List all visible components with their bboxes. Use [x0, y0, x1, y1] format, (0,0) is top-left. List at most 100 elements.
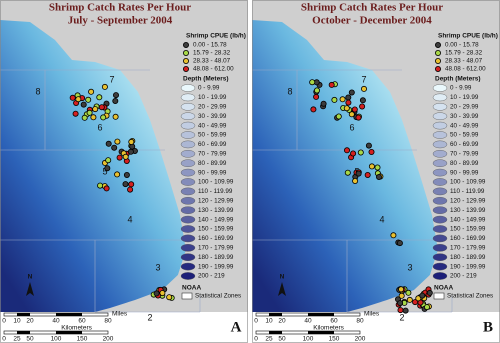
depth-legend-label: 20 - 29.99: [198, 103, 227, 110]
depth-swatch: [432, 206, 448, 214]
depth-legend-label: 140 - 149.99: [198, 216, 234, 223]
miles-tick: 40: [52, 318, 60, 325]
depth-legend-label: 0 - 9.99: [450, 85, 472, 92]
depth-legend-title: Depth (Meters): [435, 76, 481, 83]
km-tick: 150: [329, 336, 340, 343]
depth-swatch: [180, 206, 196, 214]
catch-dot: [122, 181, 129, 188]
catch-dot: [86, 109, 93, 116]
catch-dot: [104, 165, 111, 172]
depth-legend-label: 130 - 139.99: [198, 207, 234, 214]
depth-legend-label: 90 - 99.99: [450, 169, 479, 176]
depth-legend-label: 50 - 59.99: [198, 132, 227, 139]
km-label: Kilometers: [61, 325, 92, 332]
depth-swatch: [432, 131, 448, 139]
catch-dot: [128, 138, 135, 145]
panel-label: B: [483, 319, 493, 335]
catch-dot: [80, 101, 87, 108]
panel-label: A: [231, 319, 242, 335]
depth-legend-label: 100 - 109.99: [198, 179, 234, 186]
cpue-legend-label: 0.00 - 15.78: [445, 42, 479, 49]
catch-dot: [72, 110, 79, 117]
zone-number: 4: [127, 214, 132, 224]
depth-legend-label: 160 - 169.99: [450, 235, 486, 242]
cpue-legend-title: Shrimp CPUE (lb/h): [438, 33, 498, 40]
north-label: N: [280, 274, 285, 281]
miles-bar-fill: [269, 313, 282, 316]
depth-legend-label: 110 - 119.99: [198, 188, 233, 195]
depth-legend-label: 70 - 79.99: [198, 150, 227, 157]
catch-dot: [351, 106, 358, 113]
catch-dot: [331, 96, 338, 103]
depth-swatch: [180, 215, 196, 224]
depth-swatch: [180, 187, 196, 196]
km-tick: 25: [265, 336, 273, 343]
catch-dot: [397, 307, 404, 314]
depth-swatch: [180, 112, 196, 120]
depth-legend-label: 60 - 69.99: [198, 141, 227, 148]
miles-tick: 0: [2, 318, 6, 325]
catch-dot: [359, 97, 366, 104]
zone-number: 5: [102, 166, 107, 176]
depth-legend-label: 50 - 59.99: [450, 132, 479, 139]
depth-swatch: [180, 225, 196, 233]
catch-dot: [335, 113, 342, 120]
cpue-swatch: [434, 42, 441, 49]
depth-legend-label: 120 - 129.99: [198, 197, 234, 204]
cpue-legend-label: 48.08 - 612.00: [193, 66, 234, 73]
depth-legend-label: 80 - 89.99: [450, 160, 479, 167]
catch-dot: [344, 169, 351, 176]
catch-dot: [105, 140, 112, 147]
catch-dot: [350, 150, 357, 157]
catch-dot: [112, 113, 119, 120]
depth-legend-label: 190 - 199.99: [198, 263, 234, 270]
panel-title: Shrimp Catch Rates Per Hour: [301, 2, 443, 14]
cpue-legend-title: Shrimp CPUE (lb/h): [186, 33, 246, 40]
depth-legend-label: 30 - 39.99: [198, 113, 227, 120]
depth-swatch: [180, 234, 196, 243]
catch-dot: [419, 292, 426, 299]
catch-dot: [100, 114, 107, 121]
depth-swatch: [432, 84, 448, 92]
depth-legend-label: 70 - 79.99: [450, 150, 479, 157]
depth-swatch: [432, 168, 448, 177]
depth-swatch: [432, 103, 448, 111]
depth-swatch: [432, 187, 448, 196]
depth-legend-label: 130 - 139.99: [450, 207, 486, 214]
catch-dot: [127, 148, 134, 155]
catch-dot: [339, 96, 346, 103]
depth-swatch: [180, 93, 196, 102]
depth-legend-label: 10 - 19.99: [450, 94, 479, 101]
cpue-swatch: [434, 58, 441, 65]
zones-label: Statistical Zones: [447, 293, 493, 300]
depth-legend-label: 150 - 159.99: [198, 226, 234, 233]
km-bar-fill: [17, 331, 30, 334]
zone-number: 8: [35, 86, 40, 96]
catch-dot: [368, 148, 375, 155]
catch-dot: [397, 300, 404, 307]
noaa-label: NOAA: [182, 285, 201, 292]
zone-number: 2: [147, 312, 152, 322]
depth-legend-label: 190 - 199.99: [450, 263, 486, 270]
miles-bar-fill: [56, 313, 82, 316]
catch-dot: [320, 100, 327, 107]
catch-dot: [357, 149, 364, 156]
catch-dot: [105, 157, 112, 164]
depth-legend-label: 170 - 179.99: [198, 244, 234, 251]
miles-tick: 20: [26, 318, 34, 325]
miles-bar-fill: [308, 313, 334, 316]
miles-label: Miles: [112, 311, 128, 318]
catch-dot: [361, 85, 368, 92]
depth-legend-label: 180 - 189.99: [450, 254, 486, 261]
depth-legend-label: 180 - 189.99: [198, 254, 234, 261]
catch-dot: [355, 114, 362, 121]
zone-number: 2: [399, 312, 404, 322]
km-bar-fill: [308, 331, 334, 334]
depth-legend-label: 140 - 149.99: [450, 216, 486, 223]
catch-dot: [114, 138, 121, 145]
depth-legend-label: 110 - 119.99: [450, 188, 485, 195]
depth-swatch: [180, 159, 196, 167]
catch-dot: [309, 79, 316, 86]
